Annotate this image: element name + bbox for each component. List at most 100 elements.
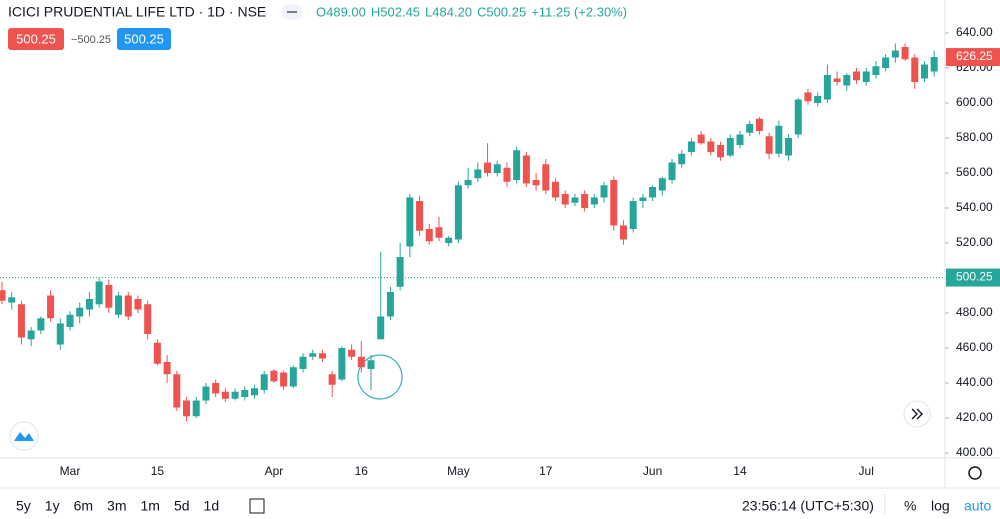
candle-body <box>416 201 424 231</box>
candle-body <box>736 134 744 145</box>
candle-body <box>503 167 511 182</box>
ohlc-value: L484.20 <box>425 4 472 19</box>
candle-body <box>115 295 123 315</box>
candle-body <box>192 400 200 417</box>
candle-body <box>241 390 249 397</box>
y-tick-label: 520.00 <box>956 235 993 249</box>
range-button[interactable]: 1m <box>141 498 160 514</box>
candle-body <box>37 318 45 331</box>
candle-body <box>134 299 142 310</box>
last-price-label: 626.25 <box>956 49 993 63</box>
candle-body <box>872 66 880 75</box>
y-tick-label: 560.00 <box>956 165 993 179</box>
x-tick-label: 14 <box>733 464 747 478</box>
candle-body <box>853 71 861 81</box>
candle-body <box>357 356 365 368</box>
sell-price: 500.25 <box>16 31 56 46</box>
candle-body <box>862 71 870 82</box>
candle-body <box>542 164 550 191</box>
last-price-tag <box>946 48 1000 67</box>
candle-body <box>377 316 385 340</box>
candle-body <box>445 237 453 243</box>
x-tick-label: Jul <box>859 464 874 478</box>
settings-button[interactable] <box>968 466 982 480</box>
candle-body <box>930 57 938 72</box>
x-tick-label: 15 <box>151 464 165 478</box>
range-button[interactable]: 3m <box>107 498 126 514</box>
y-tick-label: 400.00 <box>956 445 993 459</box>
candle-body <box>270 370 278 382</box>
range-button[interactable]: 1y <box>45 498 60 514</box>
candle-body <box>386 292 394 317</box>
spread: −500.25 <box>71 34 111 46</box>
candle-body <box>66 314 74 327</box>
log-toggle[interactable]: log <box>931 498 950 514</box>
candle-body <box>581 194 589 208</box>
ohlc-value: H502.45 <box>371 4 420 19</box>
candle-body <box>163 362 171 375</box>
logo[interactable] <box>9 421 39 451</box>
candle-body <box>717 145 725 158</box>
candle-body <box>552 181 559 198</box>
candle-body <box>318 353 326 359</box>
candle-body <box>250 388 258 396</box>
date-range-button[interactable] <box>249 498 265 514</box>
range-button[interactable]: 6m <box>74 498 93 514</box>
buy-price: 500.25 <box>124 31 164 46</box>
candle-body <box>17 304 25 338</box>
candle-body <box>697 134 705 144</box>
candle-body <box>56 323 64 345</box>
y-tick-label: 460.00 <box>956 340 993 354</box>
percent-toggle[interactable]: % <box>904 498 916 514</box>
candle-body <box>8 297 16 303</box>
price-line-tag <box>946 268 1000 287</box>
range-button[interactable]: 1d <box>204 498 220 514</box>
candle-body <box>231 391 239 399</box>
y-tick-label: 600.00 <box>956 95 993 109</box>
candle-body <box>484 162 492 173</box>
buy-button[interactable] <box>117 28 171 50</box>
range-bar: 5y 1y 6m 3m 1m 5d 1d <box>16 498 219 514</box>
clock: 23:56:14 (UTC+5:30) <box>742 498 874 514</box>
y-tick-label: 440.00 <box>956 375 993 389</box>
range-button[interactable]: 5d <box>174 498 190 514</box>
y-tick-label: 420.00 <box>956 410 993 424</box>
candle-body <box>658 178 666 191</box>
candle-body <box>522 155 530 184</box>
candle-body <box>289 367 297 387</box>
candle-body <box>814 96 822 103</box>
auto-toggle[interactable]: auto <box>964 498 991 514</box>
x-tick-label: Apr <box>265 464 284 478</box>
candle-body <box>124 295 132 317</box>
y-tick-label: 480.00 <box>956 305 993 319</box>
y-tick-label: 540.00 <box>956 200 993 214</box>
candle-body <box>891 50 899 58</box>
price-line-label: 500.25 <box>956 270 993 284</box>
candle-body <box>202 386 210 401</box>
drawing-circle <box>357 354 403 400</box>
sell-button[interactable] <box>8 28 64 50</box>
ohlc-value: O489.00 <box>316 4 366 19</box>
candle-body <box>425 229 433 242</box>
symbol-title: ICICI PRUDENTIAL LIFE LTD · 1D · NSE <box>8 4 266 20</box>
scroll-icon <box>911 408 923 420</box>
candle-body <box>464 180 472 186</box>
x-tick-label: Jun <box>643 464 662 478</box>
candle-body <box>474 169 482 179</box>
candle-body <box>775 125 783 154</box>
ohlc-legend: O489.00 H502.45 L484.20 C500.25 +11.25 (+2.3… <box>316 4 627 19</box>
range-button[interactable]: 5y <box>16 498 31 514</box>
x-tick-label: 16 <box>355 464 369 478</box>
x-tick-label: Mar <box>60 464 81 478</box>
candle-body <box>406 197 414 247</box>
candle-body <box>47 295 55 319</box>
candle-body <box>755 118 763 131</box>
candle-body <box>619 225 627 240</box>
candle-body <box>678 153 686 165</box>
candle-body <box>396 257 404 287</box>
candle-body <box>639 197 647 201</box>
candle-body <box>911 57 919 82</box>
candle-body <box>348 349 356 357</box>
candle-body <box>27 330 35 340</box>
candle-body <box>629 201 637 229</box>
